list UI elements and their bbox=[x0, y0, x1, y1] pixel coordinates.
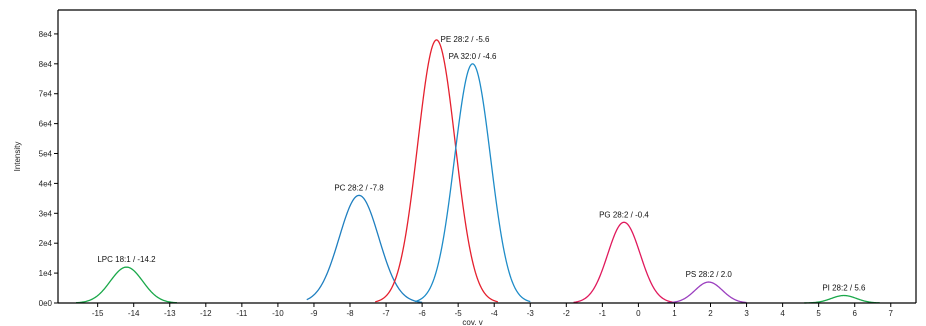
x-tick-label: -13 bbox=[164, 309, 176, 318]
x-tick-label: -4 bbox=[491, 309, 499, 318]
x-tick-label: -15 bbox=[92, 309, 104, 318]
series-layer bbox=[75, 39, 880, 304]
x-tick-label: 2 bbox=[708, 309, 713, 318]
series-line-6 bbox=[804, 294, 880, 304]
x-tick-label: -11 bbox=[236, 309, 248, 318]
x-tick-label: 3 bbox=[744, 309, 749, 318]
x-tick-label: -5 bbox=[455, 309, 463, 318]
x-tick-label: -6 bbox=[419, 309, 427, 318]
y-axis-ticks: 0e0 1e4 2e4 3e4 4e4 5e4 6e4 7e4 8e4 8e4 bbox=[39, 30, 58, 308]
y-tick-label: 7e4 bbox=[39, 90, 53, 99]
y-tick-label: 0e0 bbox=[39, 299, 53, 308]
x-tick-label: -9 bbox=[310, 309, 318, 318]
y-tick-label: 2e4 bbox=[39, 239, 53, 248]
y-tick-label: 8e4 bbox=[39, 60, 53, 69]
x-tick-label: -3 bbox=[527, 309, 535, 318]
peak-labels: LPC 18:1 / -14.2 PC 28:2 / -7.8 PE 28:2 / … bbox=[97, 35, 866, 293]
x-tick-label: 6 bbox=[852, 309, 857, 318]
x-axis-title: cov. v bbox=[462, 318, 482, 326]
x-tick-label: 0 bbox=[636, 309, 641, 318]
x-tick-label: -7 bbox=[382, 309, 390, 318]
x-tick-label: -8 bbox=[346, 309, 354, 318]
series-line-2 bbox=[375, 39, 498, 303]
peak-label-6: PI 28:2 / 5.6 bbox=[822, 284, 866, 293]
x-tick-label: 4 bbox=[780, 309, 785, 318]
x-tick-label: -2 bbox=[563, 309, 571, 318]
peak-label-5: PS 28:2 / 2.0 bbox=[686, 270, 733, 279]
peak-label-3: PA 32:0 / -4.6 bbox=[449, 52, 497, 61]
series-line-5 bbox=[667, 281, 747, 304]
x-tick-label: -12 bbox=[200, 309, 212, 318]
series-line-3 bbox=[414, 63, 531, 303]
y-tick-label: 1e4 bbox=[39, 269, 53, 278]
x-tick-label: 7 bbox=[889, 309, 894, 318]
x-tick-label: -10 bbox=[272, 309, 284, 318]
y-tick-label: 6e4 bbox=[39, 120, 53, 129]
x-tick-label: -1 bbox=[599, 309, 607, 318]
x-tick-label: 5 bbox=[816, 309, 821, 318]
x-tick-label: -14 bbox=[128, 309, 140, 318]
peak-label-0: LPC 18:1 / -14.2 bbox=[97, 255, 156, 264]
series-line-4 bbox=[573, 221, 675, 304]
peak-label-4: PG 28:2 / -0.4 bbox=[599, 210, 649, 219]
y-axis-title: Intensity bbox=[13, 142, 22, 172]
y-tick-label: 8e4 bbox=[39, 30, 53, 39]
y-tick-label: 5e4 bbox=[39, 150, 53, 159]
x-axis-ticks: -15 -14 -13 -12 -11 -10 -9 -8 -7 -6 -5 -4 -3 -2 -1 0 1 2 3… bbox=[92, 303, 894, 318]
x-tick-label: 1 bbox=[672, 309, 677, 318]
y-tick-label: 4e4 bbox=[39, 179, 53, 188]
peak-label-1: PC 28:2 / -7.8 bbox=[334, 183, 384, 192]
series-line-1 bbox=[306, 194, 423, 303]
peak-label-2: PE 28:2 / -5.6 bbox=[441, 35, 490, 44]
y-tick-label: 3e4 bbox=[39, 209, 53, 218]
axes-layer bbox=[57, 9, 917, 304]
series-line-0 bbox=[75, 266, 178, 304]
